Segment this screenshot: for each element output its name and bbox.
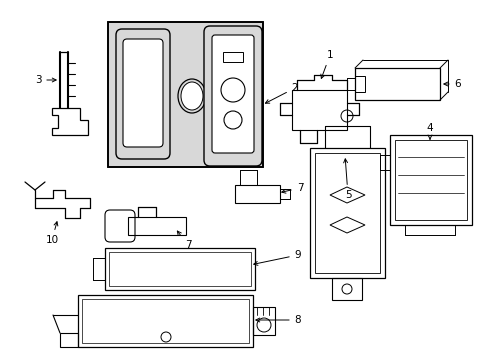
Text: 9: 9	[253, 250, 301, 265]
Text: 5: 5	[343, 159, 350, 200]
Bar	[78, 295, 252, 347]
Bar	[235, 185, 280, 203]
Bar	[108, 22, 263, 167]
Text: 7: 7	[177, 231, 191, 250]
Bar	[252, 307, 274, 335]
Bar	[331, 278, 361, 300]
Bar	[109, 252, 250, 286]
Text: 10: 10	[45, 222, 59, 245]
Bar	[394, 140, 466, 220]
Bar	[105, 248, 254, 290]
Text: 1: 1	[320, 50, 333, 78]
Bar	[389, 135, 471, 225]
FancyBboxPatch shape	[212, 35, 253, 153]
Bar	[223, 52, 243, 62]
Text: 6: 6	[443, 79, 460, 89]
Bar	[128, 217, 185, 235]
Bar	[291, 90, 346, 130]
Text: 3: 3	[35, 75, 56, 85]
FancyBboxPatch shape	[123, 39, 163, 147]
FancyBboxPatch shape	[203, 26, 262, 166]
Bar	[314, 153, 379, 273]
Bar	[82, 299, 248, 343]
Ellipse shape	[181, 82, 203, 110]
Bar	[354, 76, 364, 92]
Circle shape	[221, 78, 244, 102]
FancyBboxPatch shape	[116, 29, 170, 159]
Circle shape	[224, 111, 242, 129]
Bar	[309, 148, 384, 278]
Text: 7: 7	[281, 183, 303, 193]
Text: 4: 4	[426, 123, 432, 139]
Text: 2: 2	[265, 83, 298, 103]
Bar	[108, 22, 263, 167]
Ellipse shape	[178, 79, 205, 113]
Text: 8: 8	[255, 315, 301, 325]
